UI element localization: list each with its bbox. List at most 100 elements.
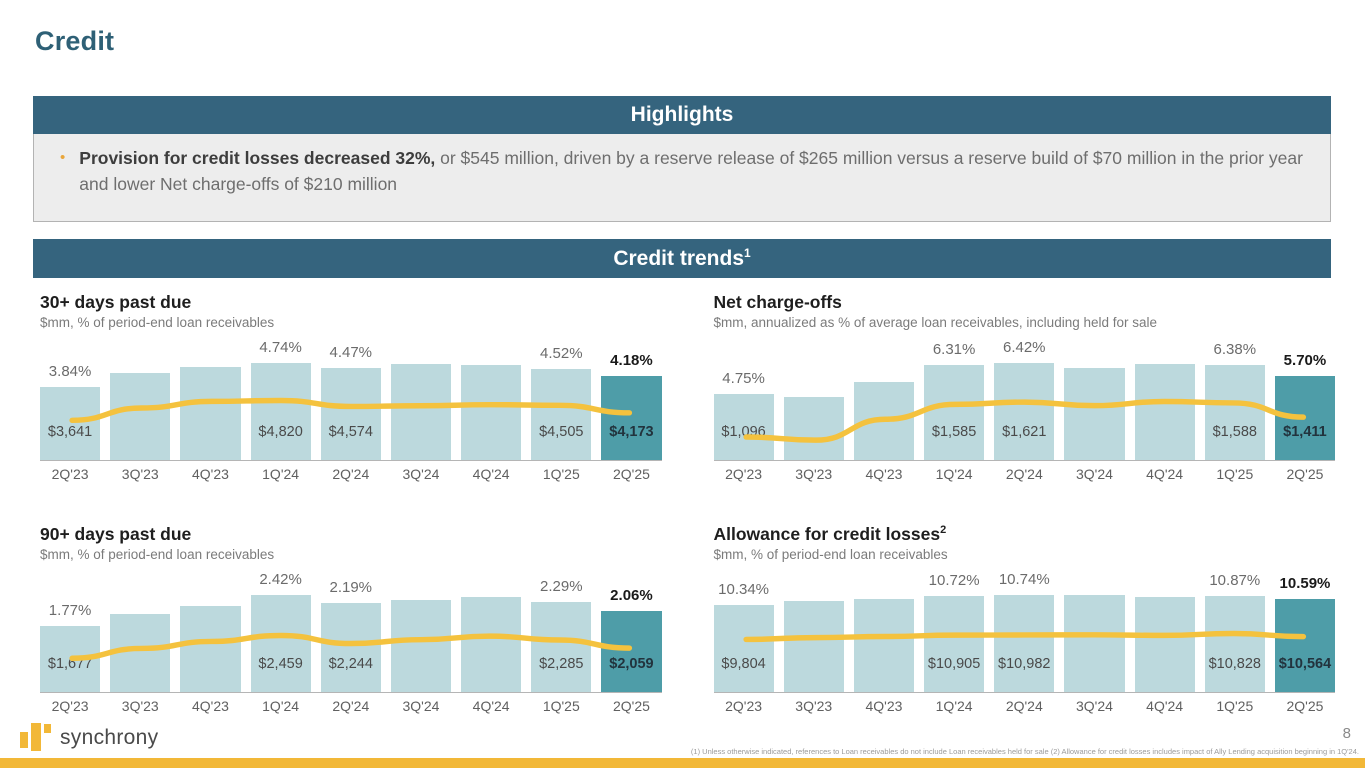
x-axis-label-2Q'25: 2Q'25 [613, 697, 650, 714]
bar-slot-2Q'24: 10.74% $10,982 [994, 569, 1055, 692]
footnote-text: (1) Unless otherwise indicated, referenc… [690, 747, 1359, 756]
dollar-label-2Q'24: $4,574 [328, 423, 373, 440]
bar-slot-1Q'24: 2.42% $2,459 [250, 569, 311, 692]
bar-slot-2Q'25: 2.06% $2,059 [601, 569, 662, 692]
bar-slot-2Q'25: 4.18% $4,173 [601, 337, 662, 460]
percent-label-1Q'25: 10.87% [1209, 571, 1261, 589]
page-title: Credit [35, 26, 115, 56]
bar-slot-1Q'24: 4.74% $4,820 [250, 337, 311, 460]
dollar-label-1Q'25: $1,588 [1212, 423, 1257, 440]
bar-2Q'24 [320, 367, 381, 460]
x-axis-label-2Q'25: 2Q'25 [1286, 465, 1324, 482]
bar-3Q'24 [1064, 594, 1125, 692]
percent-label-1Q'24: 2.42% [259, 570, 302, 588]
x-axis-label-3Q'24: 3Q'24 [1075, 465, 1113, 482]
percent-label-1Q'24: 10.72% [928, 571, 980, 589]
bar-4Q'23 [853, 598, 915, 692]
bar-3Q'23 [783, 396, 844, 460]
x-axis-label-3Q'23: 3Q'23 [121, 465, 159, 482]
bar-2Q'25 [601, 375, 662, 460]
chart-subtitle: $mm, % of period-end loan receivables [40, 314, 275, 330]
bottom-accent-bar [0, 758, 1365, 768]
dollar-label-2Q'24: $10,982 [998, 655, 1051, 672]
bar-3Q'24 [390, 599, 452, 692]
bar-2Q'24 [994, 594, 1055, 692]
x-axis-label-1Q'24: 1Q'24 [935, 465, 973, 482]
synchrony-logo-text: synchrony [60, 725, 159, 749]
bar-1Q'24 [924, 364, 985, 460]
x-axis-label-3Q'24: 3Q'24 [402, 465, 440, 482]
highlights-text-bold: Provision for credit losses decreased 32… [79, 148, 436, 168]
chart-subtitle: $mm, % of period-end loan receivables [40, 546, 275, 562]
x-axis-labels: 2Q'23 3Q'23 4Q'23 1Q'24 2Q'24 3Q'24 4Q'24 1Q'25… [40, 698, 662, 714]
bar-slot-3Q'24 [390, 337, 452, 460]
dollar-label-2Q'25: $2,059 [609, 655, 654, 672]
bar-1Q'25 [1204, 364, 1265, 460]
x-axis-label-1Q'24: 1Q'24 [262, 465, 300, 482]
bar-3Q'23 [110, 372, 171, 460]
x-axis-label-2Q'24: 2Q'24 [332, 697, 370, 714]
x-axis-label-2Q'25: 2Q'25 [1286, 697, 1324, 714]
credit-trends-banner: Credit trends1 [33, 239, 1331, 278]
bullet-icon: • [60, 149, 66, 166]
percent-label-2Q'25: 2.06% [610, 586, 653, 604]
x-axis-label-2Q'24: 2Q'24 [1005, 465, 1043, 482]
x-axis-label-1Q'25: 1Q'25 [542, 465, 580, 482]
synchrony-logo: synchrony [20, 723, 158, 752]
x-axis-label-4Q'24: 4Q'24 [1146, 697, 1184, 714]
x-axis-label-2Q'23: 2Q'23 [51, 697, 89, 714]
x-axis-label-2Q'24: 2Q'24 [1005, 697, 1043, 714]
dollar-label-1Q'25: $4,505 [539, 423, 584, 440]
percent-label-1Q'25: 6.38% [1213, 340, 1257, 358]
bar-3Q'24 [1064, 367, 1125, 460]
bar-slot-2Q'25: 5.70% $1,411 [1274, 337, 1336, 460]
dollar-label-2Q'25: $4,173 [609, 423, 654, 440]
bar-slot-3Q'24 [1064, 569, 1125, 692]
chart-subtitle: $mm, annualized as % of average loan rec… [713, 314, 1158, 330]
bar-slot-4Q'24 [1134, 569, 1195, 692]
bar-1Q'24 [924, 595, 985, 692]
credit-trends-footnote-ref: 1 [744, 246, 751, 260]
bar-slot-2Q'23: 4.75% $1,096 [713, 337, 774, 460]
x-axis-label-2Q'23: 2Q'23 [725, 697, 763, 714]
bar-slot-4Q'24 [461, 569, 522, 692]
x-axis-label-4Q'24: 4Q'24 [472, 465, 510, 482]
bar-slot-3Q'24 [390, 569, 452, 692]
bar-slot-3Q'23 [110, 337, 171, 460]
x-axis-label-3Q'24: 3Q'24 [1075, 697, 1113, 714]
dollar-label-2Q'25: $1,411 [1283, 423, 1327, 440]
x-axis-label-3Q'23: 3Q'23 [795, 697, 833, 714]
bar-slot-2Q'23: 3.84% $3,641 [40, 337, 101, 460]
percent-label-1Q'25: 4.52% [540, 344, 583, 362]
bar-slot-1Q'25: 4.52% $4,505 [531, 337, 592, 460]
x-axis-label-4Q'23: 4Q'23 [865, 465, 903, 482]
x-axis-label-1Q'25: 1Q'25 [542, 697, 580, 714]
bar-slot-2Q'24: 2.19% $2,244 [320, 569, 381, 692]
bar-3Q'24 [390, 363, 452, 460]
bar-3Q'23 [110, 613, 171, 692]
percent-label-2Q'23: 4.75% [722, 369, 765, 387]
chart-90-plus-days-past-due: 90+ days past due $mm, % of period-end l… [40, 520, 662, 714]
bar-2Q'24 [994, 362, 1055, 460]
bar-slot-4Q'24 [461, 337, 522, 460]
bar-1Q'25 [1204, 595, 1265, 692]
percent-label-2Q'25: 5.70% [1283, 351, 1327, 369]
dollar-label-2Q'25: $10,564 [1278, 655, 1332, 672]
percent-label-1Q'24: 6.31% [932, 340, 976, 358]
dollar-label-1Q'25: $2,285 [539, 655, 584, 672]
x-axis-label-3Q'23: 3Q'23 [121, 697, 159, 714]
x-axis-label-3Q'24: 3Q'24 [402, 697, 440, 714]
charts-grid: 30+ days past due $mm, % of period-end l… [40, 288, 1336, 714]
bar-slot-4Q'23 [853, 569, 915, 692]
highlights-text-rest: or $545 million, driven by a reserve rel… [79, 148, 1303, 194]
x-axis-labels: 2Q'23 3Q'23 4Q'23 1Q'24 2Q'24 3Q'24 4Q'24 1Q'25… [40, 466, 662, 482]
percent-label-1Q'25: 2.29% [540, 577, 583, 595]
x-axis-label-1Q'24: 1Q'24 [262, 697, 300, 714]
synchrony-logo-icon [20, 723, 53, 752]
chart-30-plus-days-past-due: 30+ days past due $mm, % of period-end l… [40, 288, 662, 482]
x-axis-label-2Q'23: 2Q'23 [51, 465, 89, 482]
bar-2Q'25 [1274, 598, 1336, 692]
dollar-label-2Q'24: $2,244 [328, 655, 373, 672]
x-axis-label-4Q'23: 4Q'23 [191, 697, 229, 714]
